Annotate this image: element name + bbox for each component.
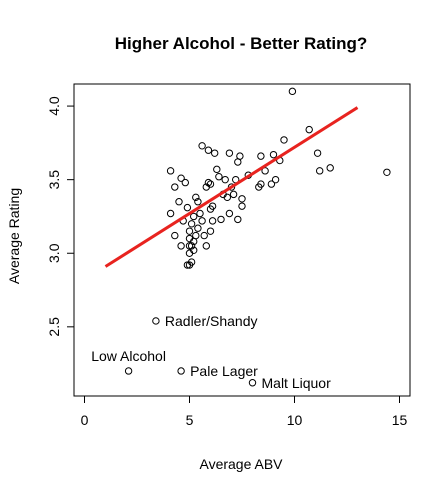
- data-point: [185, 227, 194, 235]
- data-point: [211, 149, 219, 157]
- data-point: [383, 168, 391, 177]
- data-point: [326, 164, 334, 172]
- data-point: [206, 227, 215, 235]
- annotation-label: Malt Liquor: [262, 375, 332, 391]
- data-point: [177, 242, 185, 250]
- trend-line-group: [104, 106, 359, 268]
- data-point: [257, 180, 265, 188]
- data-point: [271, 175, 280, 184]
- data-point: [223, 193, 232, 202]
- data-point: [196, 209, 204, 218]
- data-point: [198, 142, 206, 150]
- data-point: [215, 173, 223, 181]
- data-point: [238, 195, 246, 203]
- data-point: [185, 242, 194, 250]
- y-tick-label: 2.5: [46, 317, 62, 337]
- data-point: [171, 183, 179, 191]
- data-point: [177, 367, 185, 375]
- data-point: [177, 174, 185, 182]
- data-point: [124, 367, 133, 375]
- data-point: [175, 198, 183, 206]
- data-point: [166, 209, 175, 218]
- data-point: [183, 203, 192, 212]
- data-point: [280, 136, 288, 144]
- data-point: [248, 379, 257, 387]
- data-point: [181, 178, 190, 187]
- data-point: [305, 125, 313, 134]
- data-point: [217, 215, 225, 224]
- data-point: [194, 224, 202, 232]
- data-point: [190, 246, 198, 255]
- data-point: [269, 150, 278, 159]
- data-point: [261, 167, 269, 175]
- data-point: [190, 212, 198, 221]
- trend-line: [104, 106, 359, 268]
- data-point: [208, 217, 217, 225]
- x-tick-label: 15: [392, 412, 408, 428]
- data-point: [257, 152, 265, 160]
- data-point: [192, 231, 200, 240]
- data-point: [187, 220, 196, 228]
- annotation-label: Low Alcohol: [91, 348, 166, 364]
- data-point: [288, 87, 297, 96]
- data-point: [171, 231, 179, 240]
- data-point: [192, 193, 200, 202]
- data-points: [124, 87, 391, 387]
- annotation-label: Radler/Shandy: [165, 313, 258, 329]
- data-point: [204, 146, 213, 154]
- data-point: [208, 202, 217, 210]
- x-tick-label: 5: [186, 412, 194, 428]
- data-point: [213, 165, 221, 174]
- data-point: [225, 209, 234, 218]
- data-point: [313, 149, 322, 157]
- data-point: [194, 198, 202, 206]
- data-point: [234, 215, 242, 224]
- x-tick-label: 0: [81, 412, 89, 428]
- data-point: [166, 167, 175, 175]
- y-axis-label: Average Rating: [6, 188, 22, 284]
- x-axis: 0 5 10 15: [81, 396, 408, 428]
- data-point: [267, 180, 276, 188]
- y-axis: 2.5 3.0 3.5 4.0: [46, 96, 74, 337]
- data-point: [221, 175, 229, 184]
- y-tick-label: 3.0: [46, 243, 62, 263]
- data-point: [316, 167, 324, 175]
- data-point: [225, 149, 234, 157]
- plot-area-frame: [73, 83, 411, 397]
- data-point: [152, 317, 160, 325]
- data-point: [204, 178, 213, 187]
- data-point: [198, 217, 206, 225]
- data-point: [236, 152, 244, 160]
- data-point: [187, 258, 196, 266]
- data-point: [238, 202, 246, 210]
- chart-title: Higher Alcohol - Better Rating?: [115, 34, 368, 53]
- data-point: [206, 180, 215, 188]
- data-point: [227, 183, 236, 191]
- y-tick-label: 4.0: [46, 96, 62, 116]
- data-point: [200, 231, 208, 240]
- data-point: [229, 190, 238, 199]
- y-tick-label: 3.5: [46, 170, 62, 190]
- annotation-label: Pale Lager: [190, 363, 258, 379]
- x-tick-label: 10: [287, 412, 303, 428]
- x-axis-label: Average ABV: [199, 456, 283, 472]
- data-point: [202, 242, 211, 250]
- data-point: [187, 242, 196, 250]
